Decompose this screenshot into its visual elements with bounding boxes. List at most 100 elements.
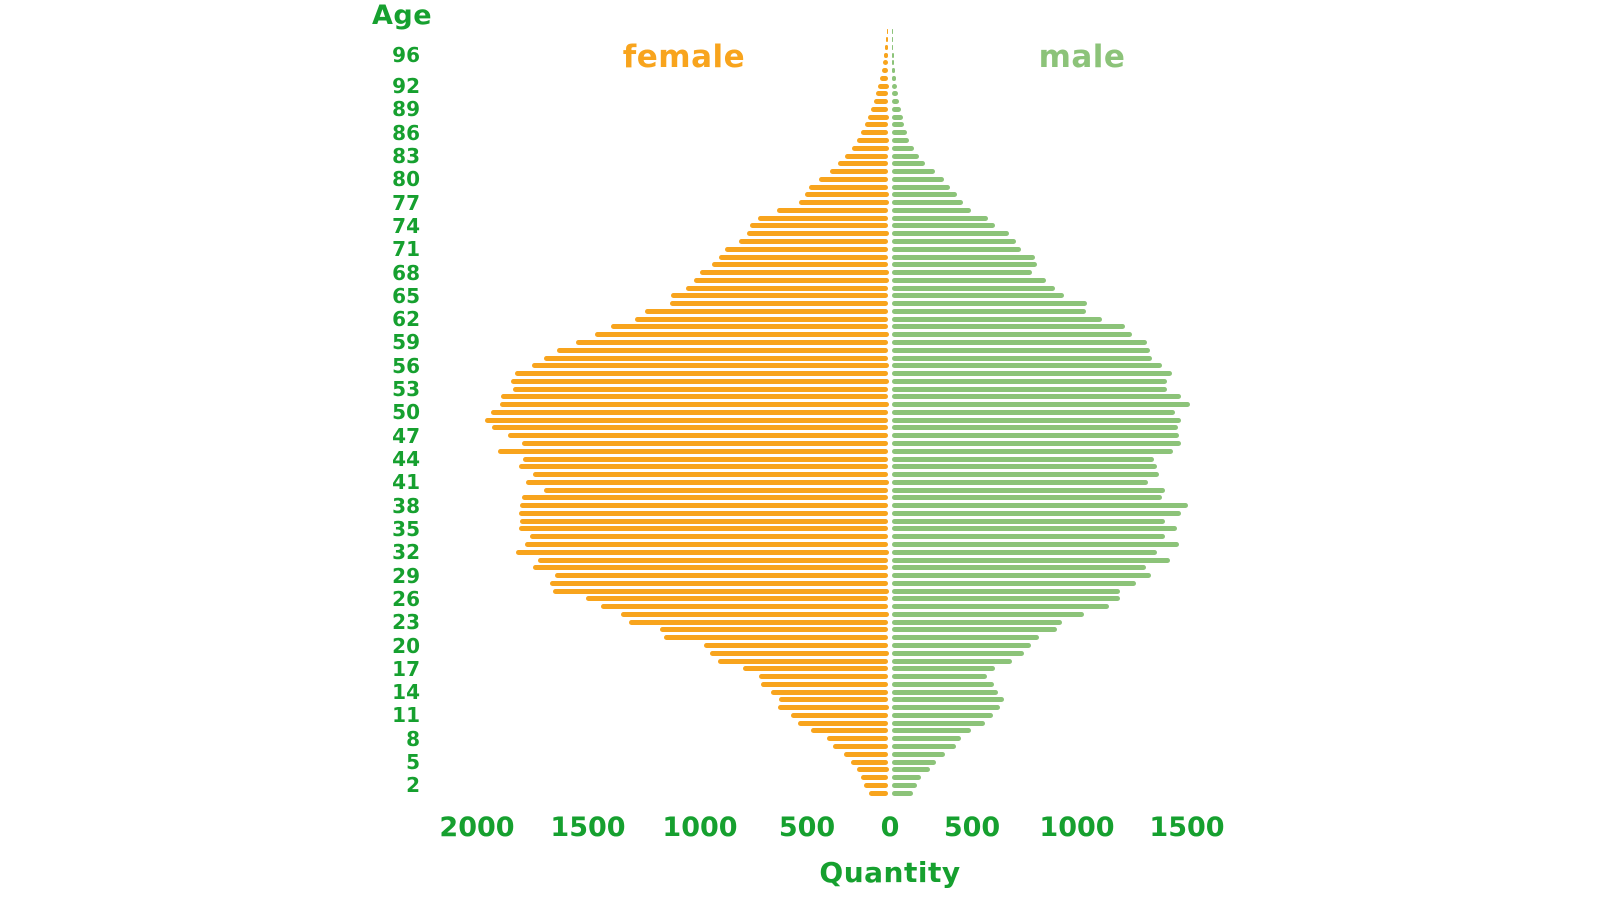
x-tick-label-1-1500: 1500 (550, 812, 626, 843)
bar-male-age-45 (891, 448, 1173, 454)
bar-female-age-37 (518, 510, 889, 516)
bar-male-age-14 (891, 689, 998, 695)
bar-male-age-82 (891, 161, 926, 167)
bar-male-age-43 (891, 464, 1158, 470)
bar-male-age-95 (891, 60, 895, 66)
bar-female-age-34 (530, 534, 889, 540)
y-tick-label-23: 23 (392, 610, 420, 635)
bar-female-age-96 (884, 52, 889, 58)
y-tick-label-59: 59 (392, 330, 420, 355)
bar-male-age-96 (891, 52, 894, 58)
bar-female-age-21 (663, 635, 889, 641)
bar-female-age-18 (718, 658, 889, 664)
bar-female-age-43 (518, 464, 889, 470)
y-tick-label-44: 44 (392, 447, 420, 472)
bar-male-age-15 (891, 681, 995, 687)
bar-male-age-17 (891, 666, 996, 672)
bar-female-age-17 (742, 666, 889, 672)
bar-female-age-31 (537, 557, 889, 563)
y-tick-label-41: 41 (392, 470, 420, 495)
bar-male-age-9 (891, 728, 972, 734)
bar-female-age-67 (694, 277, 889, 283)
bar-female-age-85 (857, 137, 889, 143)
bar-female-age-78 (804, 192, 889, 198)
bar-male-age-65 (891, 293, 1064, 299)
bar-female-age-59 (575, 339, 889, 345)
bar-female-age-23 (629, 619, 889, 625)
bar-female-age-9 (810, 728, 889, 734)
bar-male-age-60 (891, 332, 1132, 338)
bar-female-age-50 (490, 409, 889, 415)
bar-male-age-37 (891, 510, 1182, 516)
bar-male-age-78 (891, 192, 957, 198)
bar-male-age-31 (891, 557, 1170, 563)
bar-male-age-77 (891, 200, 963, 206)
bar-male-age-36 (891, 518, 1165, 524)
bar-male-age-74 (891, 223, 996, 229)
y-tick-label-71: 71 (392, 237, 420, 262)
bar-female-age-53 (512, 386, 889, 392)
bar-female-age-33 (525, 542, 889, 547)
y-tick-label-89: 89 (392, 97, 420, 122)
y-tick-label-80: 80 (392, 167, 420, 192)
bar-male-age-19 (891, 650, 1024, 656)
bar-male-age-92 (891, 83, 897, 89)
y-tick-label-68: 68 (392, 260, 420, 285)
y-tick-label-65: 65 (392, 283, 420, 308)
bar-male-age-40 (891, 487, 1165, 493)
bar-male-age-94 (891, 68, 896, 74)
bar-male-age-79 (891, 184, 951, 190)
bar-male-age-23 (891, 619, 1062, 625)
bar-male-age-34 (891, 534, 1165, 540)
bar-female-age-51 (500, 402, 889, 408)
x-tick-label-4-0: 0 (880, 812, 900, 843)
bar-female-age-99 (887, 29, 889, 35)
bar-female-age-58 (556, 347, 889, 353)
y-tick-label-29: 29 (392, 563, 420, 588)
bar-female-age-24 (620, 611, 889, 617)
bar-male-age-51 (891, 402, 1190, 408)
bar-male-age-16 (891, 674, 988, 680)
bar-female-age-3 (861, 775, 889, 781)
bar-male-age-91 (891, 91, 899, 97)
bar-female-age-86 (861, 130, 889, 136)
bar-female-age-55 (514, 371, 889, 377)
bar-male-age-5 (891, 759, 936, 765)
bar-male-age-89 (891, 106, 901, 112)
bar-female-age-94 (881, 68, 889, 74)
y-tick-label-96: 96 (392, 43, 420, 67)
y-tick-label-56: 56 (392, 353, 420, 378)
bar-female-age-81 (829, 169, 889, 175)
bar-female-age-30 (532, 565, 889, 571)
bar-female-age-35 (518, 526, 889, 532)
bar-male-age-26 (891, 596, 1121, 602)
bar-female-age-60 (594, 332, 889, 338)
bar-female-age-32 (515, 549, 889, 555)
bar-male-age-4 (891, 767, 931, 773)
x-tick-label-0-2000: 2000 (439, 812, 515, 843)
bar-female-age-92 (878, 83, 889, 89)
bar-female-age-41 (526, 479, 889, 485)
bar-male-age-35 (891, 526, 1178, 532)
bar-male-age-30 (891, 565, 1146, 571)
y-tick-label-11: 11 (392, 703, 420, 728)
bar-male-age-7 (891, 744, 956, 750)
bar-female-age-68 (699, 270, 889, 276)
y-tick-label-2: 2 (406, 773, 420, 798)
bar-male-age-66 (891, 285, 1056, 291)
bar-male-age-58 (891, 347, 1150, 353)
bar-female-age-79 (808, 184, 889, 190)
y-tick-label-38: 38 (392, 493, 420, 518)
bar-male-age-46 (891, 441, 1182, 446)
bar-female-age-46 (522, 441, 889, 446)
bar-male-age-83 (891, 153, 919, 159)
bar-female-age-84 (851, 145, 889, 151)
bar-female-age-2 (864, 782, 889, 788)
bar-female-age-14 (770, 689, 889, 695)
bar-female-age-56 (531, 363, 889, 369)
bar-male-age-32 (891, 549, 1158, 555)
bar-male-age-54 (891, 378, 1167, 384)
bar-male-age-11 (891, 712, 994, 718)
bar-female-age-42 (532, 472, 889, 478)
